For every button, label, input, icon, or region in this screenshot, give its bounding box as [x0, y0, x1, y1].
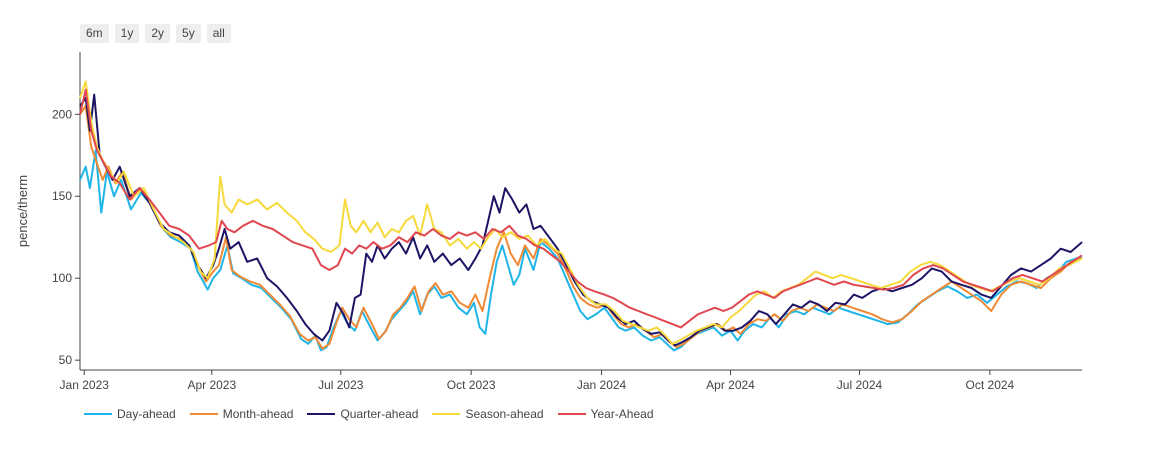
legend-item-day-ahead[interactable]: Day-ahead: [84, 407, 176, 421]
x-tick-label: Apr 2023: [187, 378, 236, 392]
legend-item-month-ahead[interactable]: Month-ahead: [189, 407, 294, 421]
legend-label: Season-ahead: [465, 407, 544, 421]
range-button-1y[interactable]: 1y: [114, 24, 140, 43]
y-tick-label: 100: [52, 271, 72, 285]
legend-label: Quarter-ahead: [340, 407, 419, 421]
series-lines: [79, 80, 1083, 352]
legend-label: Year-Ahead: [590, 407, 654, 421]
series-line-season-ahead: [79, 80, 1083, 345]
range-button-6m[interactable]: 6m: [80, 24, 109, 43]
y-ticks: 50 100 150 200: [52, 107, 80, 367]
x-tick-label: Jan 2024: [577, 378, 627, 392]
legend-swatch: [432, 413, 461, 415]
x-tick-label: Jan 2023: [60, 378, 110, 392]
series-line-year-ahead: [79, 88, 1083, 329]
legend-swatch: [307, 413, 336, 415]
x-tick-label: Oct 2024: [966, 378, 1015, 392]
legend-swatch: [84, 413, 112, 415]
x-tick-label: Jul 2023: [318, 378, 364, 392]
legend-item-season-ahead[interactable]: Season-ahead: [432, 407, 544, 421]
legend-label: Month-ahead: [222, 407, 294, 421]
series-line-day-ahead: [79, 149, 1083, 352]
legend: Day-ahead Month-ahead Quarter-ahead Season-…: [84, 407, 660, 421]
y-tick-label: 200: [52, 107, 72, 121]
y-tick-label: 150: [52, 189, 72, 203]
legend-swatch: [557, 413, 586, 415]
legend-item-quarter-ahead[interactable]: Quarter-ahead: [307, 407, 418, 421]
y-axis-title: pence/therm: [15, 175, 30, 247]
x-tick-label: Apr 2024: [706, 378, 755, 392]
range-button-5y[interactable]: 5y: [176, 24, 201, 43]
y-tick-label: 50: [59, 353, 73, 367]
range-button-all[interactable]: all: [206, 24, 231, 43]
legend-item-year-ahead[interactable]: Year-Ahead: [557, 407, 654, 421]
series-line-month-ahead: [79, 105, 1083, 350]
range-selector: 6m 1y 2y 5y all: [80, 24, 231, 43]
series-line-quarter-ahead: [79, 93, 1083, 347]
legend-label: Day-ahead: [117, 407, 176, 421]
x-tick-label: Oct 2023: [447, 378, 496, 392]
x-ticks: Jan 2023 Apr 2023 Jul 2023 Oct 2023 Jan 2024…: [60, 370, 1015, 392]
axes: 50 100 150 200 Jan 2023 Apr 2023 Jul 2023 Oct …: [15, 52, 1082, 392]
x-tick-label: Jul 2024: [837, 378, 883, 392]
range-button-2y[interactable]: 2y: [145, 24, 171, 43]
legend-swatch: [189, 413, 218, 415]
